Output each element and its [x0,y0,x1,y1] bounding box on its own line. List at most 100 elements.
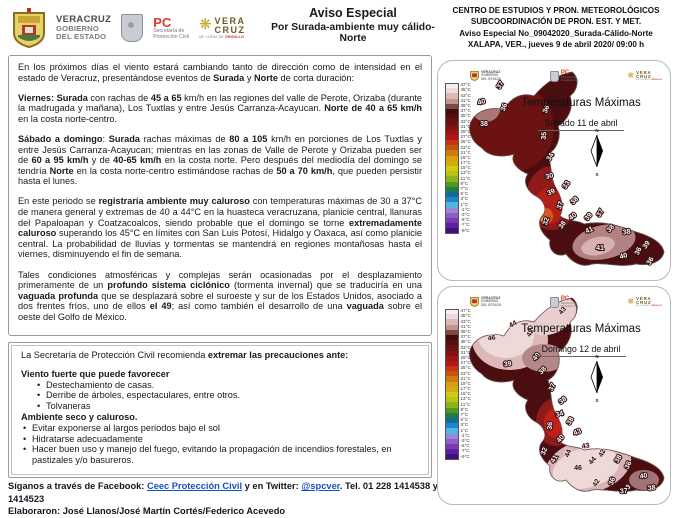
proteccion-civil-shield-icon [121,14,144,42]
logo-veracruz-line2: GOBIERNO [56,24,99,34]
north-compass-icon: N S [586,128,608,177]
veracruz-brand-logo: ❋ VERA CRUZ [199,17,246,34]
svg-text:36: 36 [634,246,644,256]
recommendations-intro: La Secretaría de Protección Civil recomi… [21,350,349,360]
map-card-saturday: VERACRUZ GOBIERNO DEL ESTADO PC Secretar… [437,60,671,281]
header-logos: VERACRUZ GOBIERNO DEL ESTADO PC Secretar… [12,5,262,51]
logo-veracruz-line3: DEL ESTADO [56,31,107,41]
bullet-item: Hacer buen uso y manejo del fuego, evita… [21,444,419,466]
title-line2: Por Surada-ambiente muy cálido-Norte [271,22,435,44]
svg-text:37: 37 [596,208,606,218]
svg-text:39: 39 [546,188,556,198]
bullet-item: Tolvaneras [35,401,419,412]
map-subtitle: Sábado 11 de abril [496,113,666,131]
svg-text:32: 32 [540,447,549,457]
document-title: Aviso Especial Por Surada-ambiente muy c… [258,6,448,44]
org-line2: SUBCOORDINACIÓN DE PRON. EST. Y MET. [470,17,642,27]
recommendation-section-title: Ambiente seco y caluroso. [21,411,138,422]
svg-text:36: 36 [500,103,509,113]
svg-text:36: 36 [608,477,617,487]
map-subtitle: Domingo 12 de abril [496,339,666,357]
svg-text:40: 40 [639,472,648,480]
svg-text:35: 35 [541,132,549,140]
svg-text:38: 38 [622,228,631,236]
brand-line2: CRUZ [214,24,246,35]
svg-text:42: 42 [526,328,536,338]
mini-coat-of-arms-icon [470,297,479,308]
svg-text:43: 43 [573,428,583,437]
map-card-sunday: VERACRUZ GOBIERNO DEL ESTADO PC Secretar… [437,286,671,505]
svg-text:38: 38 [480,121,488,128]
svg-text:42: 42 [598,448,608,458]
pc-line2: Protección Civil [153,33,189,40]
mini-pc-shield-icon [549,70,559,82]
map-mini-logos: VERACRUZ GOBIERNO DEL ESTADO PC Secretar… [470,290,662,314]
twitter-link[interactable]: @spcver [301,481,340,491]
brand-tagline: ME LLENA DE ORGULLO [198,35,244,40]
svg-text:36: 36 [624,460,634,470]
forecast-paragraph: Viernes: Surada con rachas de 45 a 65 km… [18,92,423,124]
north-compass-icon: N S [586,354,608,403]
svg-text:42: 42 [592,478,602,488]
svg-text:33: 33 [562,180,572,190]
svg-text:41: 41 [596,245,604,252]
forecast-paragraph: Sábado a domingo: Surada rachas máximas … [18,133,423,187]
svg-text:46: 46 [487,334,496,342]
credits-line: Elaboraron: José Llanos/José Martín Cort… [8,506,286,516]
bullet-item: Derribe de árboles, espectaculares, entr… [35,390,419,401]
bullet-item: Destechamiento de casas. [35,380,419,391]
veracruz-gobierno-label: VERACRUZ GOBIERNO DEL ESTADO [56,15,111,40]
mini-sparkle-icon: ❋ [627,297,635,306]
proteccion-civil-label: PC Secretaría de Protección Civil [153,16,189,41]
brand-line1: VERA [214,15,246,26]
svg-text:38: 38 [558,396,569,406]
svg-text:46: 46 [574,465,582,472]
svg-text:37: 37 [620,488,628,496]
map-title: Temperaturas Máximas [521,323,641,335]
logo-veracruz-name: VERACRUZ [56,14,112,26]
pc-line1: Secretaría de [153,27,185,34]
svg-text:40: 40 [619,252,628,261]
svg-text:37: 37 [556,201,565,211]
svg-text:43: 43 [581,442,590,450]
social-follow-line: Síganos a través de Facebook: Ceec Prote… [8,481,438,504]
svg-text:36: 36 [542,105,551,115]
svg-text:38: 38 [566,416,576,426]
mini-pc-shield-icon [549,296,559,308]
advisory-number: Aviso Especial No_09042020_Surada-Cálido… [459,28,653,38]
svg-text:37: 37 [548,382,558,392]
svg-text:30: 30 [545,172,554,181]
svg-text:39: 39 [584,212,594,223]
svg-text:32: 32 [542,217,551,227]
svg-text:36: 36 [547,422,555,430]
forecast-paragraph: Tales condiciones atmosféricas y complej… [18,269,422,322]
svg-text:38: 38 [570,196,581,207]
facebook-link[interactable]: Ceec Protección Civil [147,481,243,491]
veracruz-coat-of-arms-icon [13,8,45,48]
advisory-datetime: XALAPA, VER., jueves 9 de abril 2020/ 09… [467,40,645,50]
mini-coat-of-arms-icon [470,71,479,82]
temperature-color-scale: 47°C 45°C 43°C 41°C 39°C 37°C 35°C 33°C 31°C 29°C… [445,82,471,234]
wind-bullets: Destechamiento de casas.Derribe de árbol… [21,380,419,412]
svg-text:40: 40 [477,98,486,107]
svg-text:44: 44 [564,449,573,459]
recommendation-section-title: Viento fuerte que puede favorecer [21,368,170,379]
svg-text:34: 34 [555,410,564,419]
forecast-paragraph: En este periodo se registraría ambiente … [18,196,422,260]
pc-abbr: PC [153,14,172,30]
issuing-organization-block: CENTRO DE ESTUDIOS Y PRON. METEOROLÓGICO… [436,5,676,51]
map-title: Temperaturas Máximas [521,97,641,109]
forecast-paragraph: En los próximos días el viento estará ca… [18,62,422,83]
recommendations-box: La Secretaría de Protección Civil recomi… [8,342,432,478]
footer: Síganos a través de Facebook: Ceec Prote… [8,480,438,518]
forecast-text-box: En los próximos días el viento estará ca… [8,55,432,336]
map-mini-logos: VERACRUZ GOBIERNO DEL ESTADO PC Secretar… [470,64,662,88]
svg-text:38: 38 [647,484,656,492]
title-line1: Aviso Especial [309,6,397,20]
heat-bullets: Evitar exponerse al largos periodos bajo… [21,423,419,466]
svg-text:39: 39 [503,360,512,368]
